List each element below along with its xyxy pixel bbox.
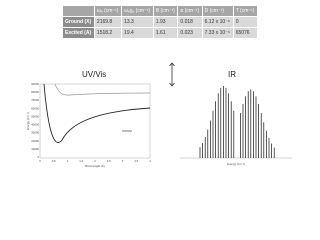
table-cell: 1518.2 xyxy=(93,27,123,39)
uv-plot: 90000 80000 70000 60000 50000 40000 30000 20000… xyxy=(26,82,151,168)
y-tick-label: 70000 xyxy=(31,98,39,102)
y-tick-label: 10000 xyxy=(31,147,39,151)
ir-plot: Energy (cm⁻¹) xyxy=(180,86,292,166)
x-tick-label: 2 xyxy=(94,159,96,163)
x-tick-label: 3 xyxy=(122,159,124,163)
y-axis-label: Energy (cm⁻¹) xyxy=(26,112,30,130)
y-tick-label: 0 xyxy=(37,155,39,159)
x-tick-label: 1 xyxy=(67,159,69,163)
slide: ωₑ (cm⁻¹) ωₑχₑ (cm⁻¹) B (cm⁻¹) α (cm⁻¹) D (c… xyxy=(26,5,292,168)
x-tick-label: 2.5 xyxy=(107,159,111,163)
table-cell: 19.4 xyxy=(121,27,154,39)
x-tick-label: 1.5 xyxy=(79,159,83,163)
x-tick-label: 0.5 xyxy=(52,159,56,163)
y-tick-label: 90000 xyxy=(31,82,39,86)
x-tick-label: 4 xyxy=(149,159,151,163)
y-tick-label: 40000 xyxy=(31,123,39,127)
table-cell: 13.3 xyxy=(121,16,154,28)
constants-table: ωₑ (cm⁻¹) ωₑχₑ (cm⁻¹) B (cm⁻¹) α (cm⁻¹) D (c… xyxy=(62,5,259,39)
row-label: Excited (A) xyxy=(62,27,95,39)
y-tick-label: 20000 xyxy=(31,139,39,143)
ir-label: IR xyxy=(228,70,236,79)
table-row: Excited (A) 1518.2 19.4 1.61 0.023 7.33 x 10⁻… xyxy=(62,27,259,39)
x-axis-label: Bond length (Å) xyxy=(85,163,105,168)
y-tick-label: 30000 xyxy=(31,131,39,135)
table-cell: 1.61 xyxy=(152,27,179,39)
y-tick-label: 50000 xyxy=(31,114,39,118)
table-cell: 0.023 xyxy=(177,27,203,39)
x-axis-label: Energy (cm⁻¹) xyxy=(227,162,245,166)
y-tick-label: 80000 xyxy=(31,90,39,94)
x-tick-label: 3.5 xyxy=(134,159,138,163)
uvvis-label: UV/Vis xyxy=(82,70,107,79)
table-cell: 65076 xyxy=(232,27,259,39)
double-arrow xyxy=(169,62,175,87)
x-tick-label: 0 xyxy=(39,159,41,163)
y-tick-label: 60000 xyxy=(31,106,39,110)
figures: 90000 80000 70000 60000 50000 40000 30000 20000… xyxy=(26,62,292,168)
